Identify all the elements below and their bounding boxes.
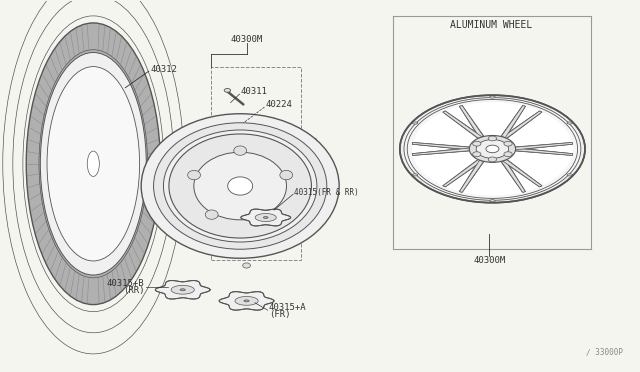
- Polygon shape: [516, 148, 573, 155]
- Text: 40315+A: 40315+A: [269, 303, 307, 312]
- Polygon shape: [501, 160, 525, 192]
- Ellipse shape: [228, 177, 253, 195]
- Ellipse shape: [180, 289, 186, 291]
- Ellipse shape: [246, 213, 285, 218]
- Ellipse shape: [225, 296, 268, 301]
- Polygon shape: [516, 142, 573, 150]
- Polygon shape: [516, 148, 573, 155]
- Ellipse shape: [141, 114, 339, 258]
- Text: 40315+B: 40315+B: [107, 279, 145, 288]
- Polygon shape: [171, 285, 195, 294]
- Ellipse shape: [26, 23, 161, 305]
- Ellipse shape: [162, 285, 204, 290]
- Circle shape: [476, 140, 509, 158]
- Circle shape: [504, 141, 512, 146]
- Text: ∕ 33000P: ∕ 33000P: [586, 347, 623, 356]
- Circle shape: [504, 152, 512, 157]
- Ellipse shape: [412, 122, 418, 124]
- Polygon shape: [156, 280, 210, 299]
- Polygon shape: [219, 292, 274, 310]
- Ellipse shape: [169, 134, 312, 238]
- Ellipse shape: [205, 210, 218, 219]
- Text: (RR): (RR): [123, 286, 145, 295]
- Polygon shape: [502, 160, 542, 187]
- Polygon shape: [443, 160, 483, 187]
- Polygon shape: [443, 160, 482, 187]
- Ellipse shape: [234, 146, 246, 155]
- Circle shape: [469, 135, 516, 162]
- Ellipse shape: [490, 96, 495, 98]
- Ellipse shape: [87, 151, 99, 176]
- Polygon shape: [443, 111, 482, 138]
- Polygon shape: [516, 142, 573, 150]
- Ellipse shape: [263, 217, 268, 218]
- Polygon shape: [501, 106, 525, 138]
- Circle shape: [486, 145, 499, 153]
- Polygon shape: [235, 296, 258, 305]
- Text: 40224: 40224: [266, 100, 292, 109]
- Polygon shape: [501, 160, 525, 192]
- Ellipse shape: [262, 210, 275, 219]
- Polygon shape: [503, 111, 542, 138]
- Polygon shape: [460, 106, 483, 138]
- Circle shape: [488, 136, 497, 141]
- Text: 40300M: 40300M: [230, 35, 262, 44]
- Polygon shape: [502, 111, 542, 138]
- Circle shape: [472, 152, 481, 157]
- Polygon shape: [460, 106, 484, 138]
- Ellipse shape: [40, 52, 147, 275]
- Polygon shape: [460, 160, 484, 192]
- Polygon shape: [412, 148, 469, 155]
- Ellipse shape: [490, 200, 495, 202]
- Ellipse shape: [567, 174, 573, 176]
- Text: ALUMINUM WHEEL: ALUMINUM WHEEL: [450, 20, 532, 30]
- Polygon shape: [443, 111, 483, 138]
- Text: 40312: 40312: [151, 65, 178, 74]
- Circle shape: [400, 95, 585, 203]
- Ellipse shape: [567, 122, 573, 124]
- Ellipse shape: [412, 174, 418, 176]
- Text: 40311: 40311: [240, 87, 267, 96]
- Circle shape: [472, 141, 481, 146]
- Circle shape: [412, 102, 573, 196]
- Polygon shape: [412, 148, 469, 155]
- Ellipse shape: [163, 130, 317, 242]
- Ellipse shape: [47, 67, 140, 261]
- Ellipse shape: [244, 300, 249, 302]
- Polygon shape: [255, 214, 276, 221]
- Ellipse shape: [280, 170, 292, 180]
- Ellipse shape: [188, 170, 200, 180]
- Polygon shape: [412, 142, 469, 150]
- Text: (FR): (FR): [269, 311, 291, 320]
- Polygon shape: [501, 106, 525, 138]
- Circle shape: [488, 157, 497, 162]
- Ellipse shape: [154, 123, 327, 249]
- Ellipse shape: [243, 263, 250, 268]
- Bar: [211, 67, 301, 260]
- Ellipse shape: [224, 89, 230, 92]
- Text: 40315(FR & RR): 40315(FR & RR): [294, 188, 359, 197]
- Ellipse shape: [194, 152, 287, 220]
- Text: 40300M: 40300M: [473, 256, 506, 264]
- Circle shape: [404, 97, 581, 200]
- Polygon shape: [241, 209, 291, 226]
- Polygon shape: [503, 160, 542, 187]
- Polygon shape: [412, 142, 469, 150]
- Polygon shape: [460, 160, 483, 192]
